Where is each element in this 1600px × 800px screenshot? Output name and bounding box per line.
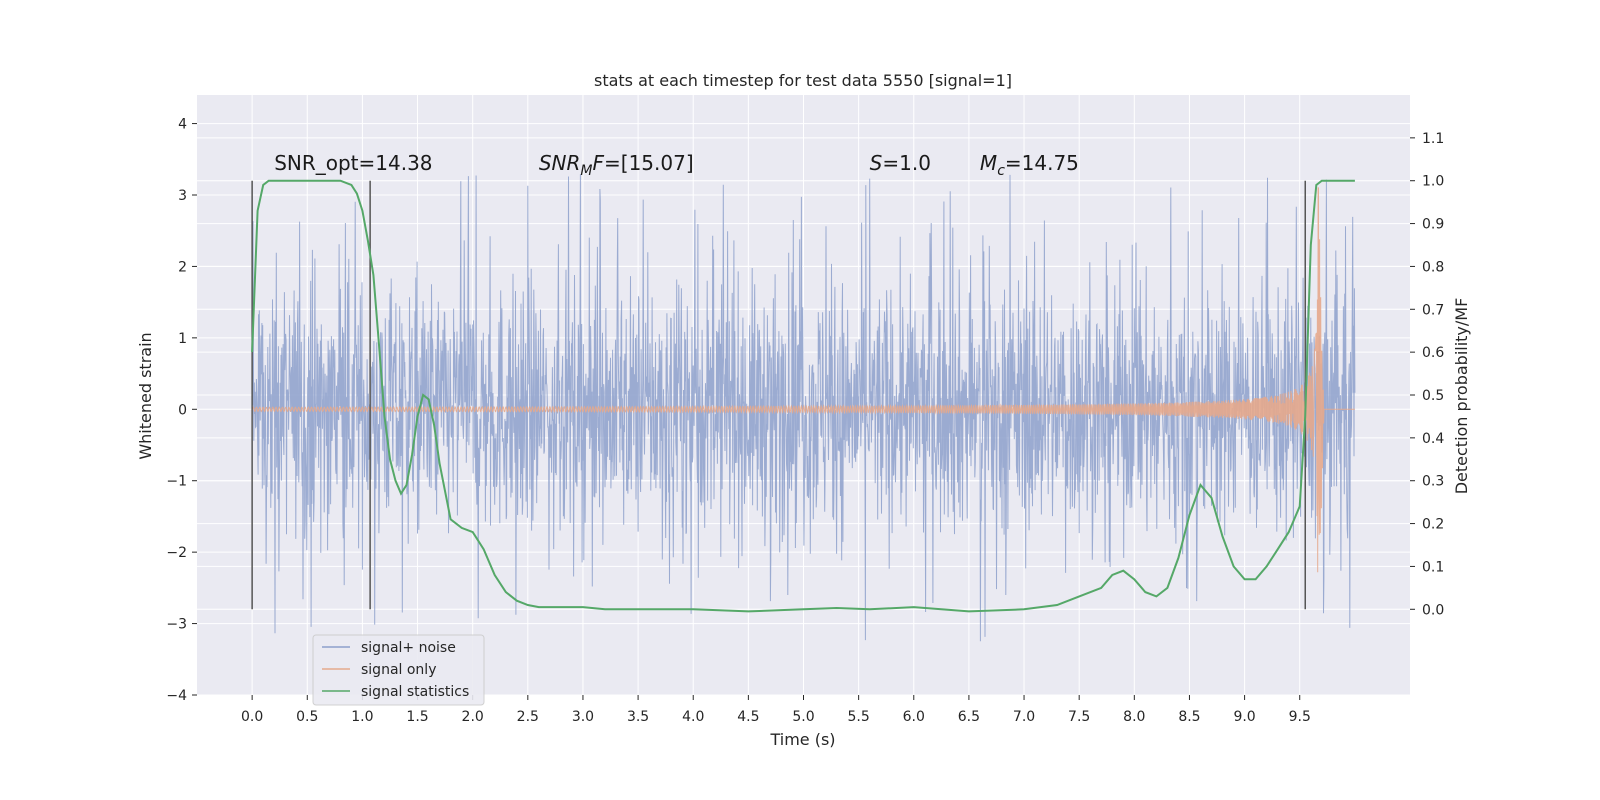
y-right-tick-label: 0.9	[1422, 217, 1444, 233]
x-tick-label: 9.0	[1233, 709, 1255, 725]
signal-only-line	[251, 187, 1355, 573]
x-tick-label: 0.5	[296, 709, 318, 725]
legend-box	[312, 634, 485, 706]
legend-label-signal-plus-noise: signal+ noise	[361, 640, 456, 656]
y-right-tick-label: 0.3	[1422, 474, 1444, 490]
y-right-tick-label: 1.0	[1422, 174, 1444, 190]
x-tick-label: 5.0	[792, 709, 814, 725]
series-signal-plus-noise	[251, 174, 1356, 642]
series-signal-only	[251, 187, 1355, 573]
y-right-tick-label: 0.7	[1422, 302, 1444, 318]
annotation-text: SNRMF=[15.07]	[539, 151, 694, 179]
legend-label-signal-only: signal only	[361, 662, 436, 678]
x-tick-label: 8.0	[1123, 709, 1145, 725]
x-tick-label: 7.0	[1013, 709, 1035, 725]
x-tick-label: 8.5	[1178, 709, 1200, 725]
x-tick-label: 4.5	[737, 709, 759, 725]
x-axis-label: Time (s)	[769, 730, 835, 749]
x-tick-label: 1.5	[406, 709, 428, 725]
y-right-tick-label: 1.1	[1422, 131, 1444, 147]
y-tick-label: 3	[178, 188, 187, 204]
x-tick-label: 3.5	[627, 709, 649, 725]
x-tick-label: 9.5	[1289, 709, 1311, 725]
x-tick-label: 1.0	[351, 709, 373, 725]
x-axis-ticks: 0.0 0.5 1.0 1.5 2.0 2.5 3.0 3.5 4.0 4.5 5.0 5.5 6.0 6…	[241, 695, 1311, 725]
chart-title: stats at each timestep for test data 555…	[594, 71, 1012, 90]
x-tick-label: 7.5	[1068, 709, 1090, 725]
y-right-tick-label: 0.8	[1422, 259, 1444, 275]
y-tick-label: 0	[178, 402, 187, 418]
y-axis-ticks-left: −4 −3 −2 −1 0 1 2 3 4	[166, 117, 197, 704]
y-right-tick-label: 0.4	[1422, 431, 1444, 447]
series-signal-statistics	[251, 179, 1355, 613]
y-axis-label-left: Whitened strain	[136, 332, 155, 459]
annotation-text: Mc=14.75	[980, 151, 1079, 179]
x-tick-label: 2.0	[462, 709, 484, 725]
x-tick-label: 2.5	[517, 709, 539, 725]
y-tick-label: 2	[178, 259, 187, 275]
y-right-tick-label: 0.5	[1422, 388, 1444, 404]
y-right-tick-label: 0.0	[1422, 602, 1444, 618]
y-right-tick-label: 0.1	[1422, 559, 1444, 575]
y-tick-label: 1	[178, 331, 187, 347]
y-tick-label: 4	[178, 117, 187, 133]
x-tick-label: 6.0	[903, 709, 925, 725]
y-tick-label: −2	[166, 545, 187, 561]
y-right-tick-label: 0.6	[1422, 345, 1444, 361]
y-axis-label-right: Detection probability/MF	[1452, 298, 1471, 495]
y-right-tick-label: 0.2	[1422, 517, 1444, 533]
x-tick-label: 6.5	[958, 709, 980, 725]
signal-plus-noise-line	[251, 174, 1356, 642]
x-tick-label: 3.0	[572, 709, 594, 725]
legend-label-signal-statistics: signal statistics	[361, 684, 469, 700]
y-tick-label: −3	[166, 617, 187, 633]
y-axis-ticks-right: 0.0 0.1 0.2 0.3 0.4 0.5 0.6 0.7 0.8 0.9 1.0 1.1	[1410, 131, 1444, 618]
x-tick-label: 5.5	[848, 709, 870, 725]
annotations: SNR_opt=14.38 SNRMF=[15.07] S=1.0 Mc=14.75	[274, 151, 1079, 179]
annotation-text: S=1.0	[870, 151, 931, 175]
x-tick-label: 0.0	[241, 709, 263, 725]
x-tick-label: 4.0	[682, 709, 704, 725]
signal-statistics-line	[251, 179, 1355, 613]
annotation-text: SNR_opt=14.38	[274, 151, 432, 175]
y-tick-label: −1	[166, 474, 187, 490]
y-tick-label: −4	[166, 688, 187, 704]
legend: signal+ noise signal only signal statist…	[312, 634, 485, 706]
